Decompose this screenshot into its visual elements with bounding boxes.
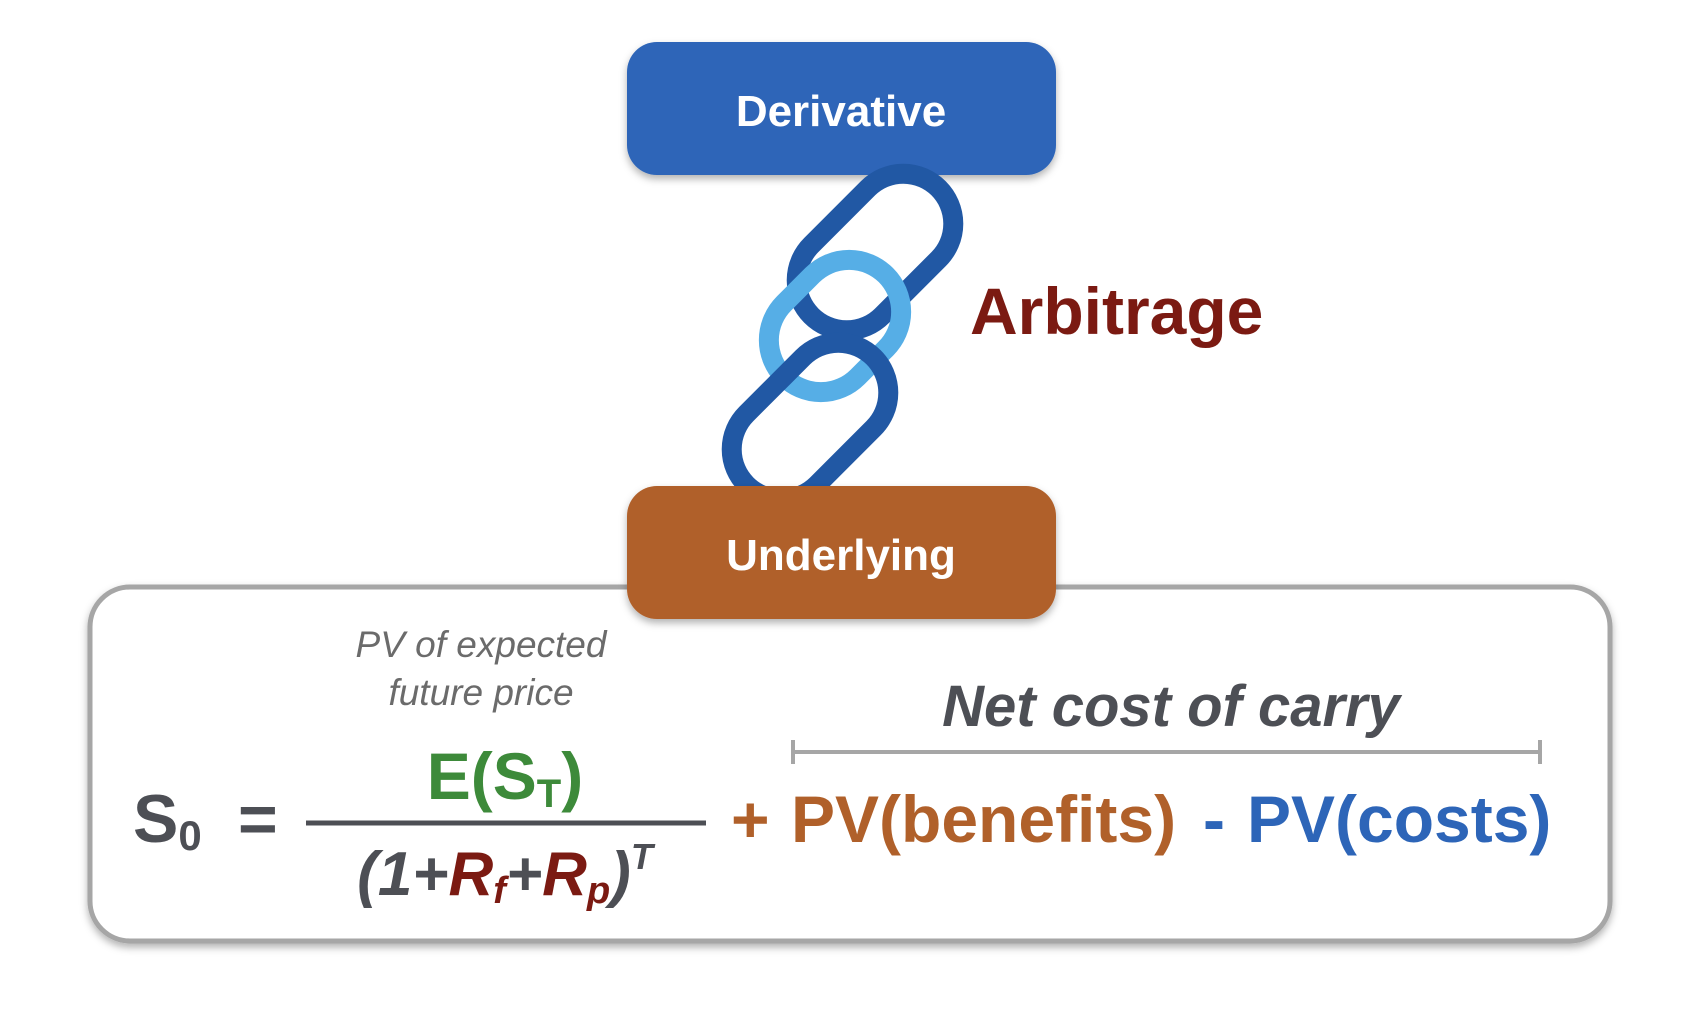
chain-icon (721, 163, 964, 510)
denominator: (1+Rf+Rp)T (357, 836, 656, 912)
note-line: future price (388, 672, 573, 713)
chain-link (786, 163, 964, 341)
underlying-label: Underlying (726, 531, 956, 580)
minus: - (1203, 782, 1225, 856)
subscript: f (493, 870, 509, 912)
underlying-box (627, 486, 1056, 619)
bracket-label: Net cost of carry (942, 674, 1402, 739)
rate: R (542, 840, 587, 909)
chain-link (721, 332, 899, 510)
derivative-label: Derivative (736, 87, 946, 136)
num-close: ) (561, 739, 583, 813)
exponent: T (631, 836, 656, 877)
arbitrage-label: Arbitrage (970, 274, 1263, 348)
plus: + (731, 782, 770, 856)
costs: PV(costs) (1247, 782, 1551, 856)
lhs: S0 (133, 781, 202, 859)
num-open: E(S (427, 739, 537, 813)
bracket (791, 740, 1542, 764)
rate: R (449, 840, 494, 909)
subscript: p (586, 870, 610, 912)
subscript: 0 (178, 812, 201, 859)
symbol: S (133, 781, 178, 857)
note-line: PV of expected (356, 624, 608, 665)
formula-box (87, 584, 1613, 944)
equals: = (238, 781, 278, 857)
den-open: (1+ (357, 840, 448, 909)
subscript: T (537, 772, 561, 816)
derivative-box (627, 42, 1056, 175)
benefits: PV(benefits) (791, 782, 1176, 856)
plus: + (506, 840, 542, 909)
numerator: E(ST) (427, 739, 583, 816)
